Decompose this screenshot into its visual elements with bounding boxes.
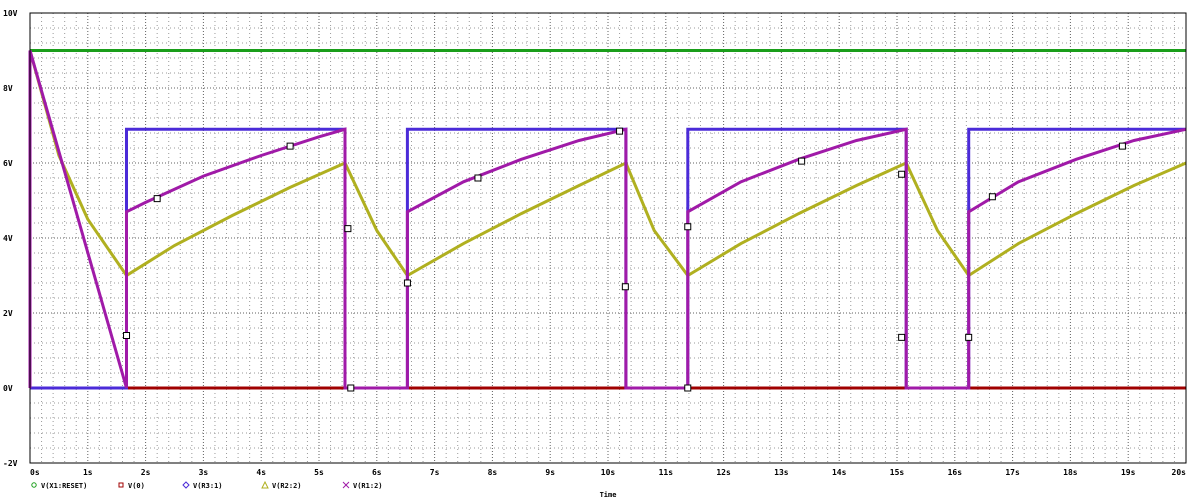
data-point-marker — [347, 384, 355, 392]
data-point-marker — [123, 332, 131, 339]
x-tick-label: 7s — [430, 468, 440, 477]
x-tick-label: 13s — [774, 468, 789, 477]
x-tick-label: 10s — [601, 468, 616, 477]
plot-frame — [29, 12, 1187, 464]
x-axis-label: Time — [600, 491, 617, 499]
data-point-marker — [965, 333, 973, 341]
x-tick-label: 4s — [256, 468, 266, 477]
x-tick-label: 19s — [1121, 468, 1136, 477]
legend: V(X1:RESET) V(0) V(R3:1) V(R2:2) V(R1:2) — [31, 480, 383, 490]
legend-marker-icon — [118, 482, 124, 488]
data-point-marker — [621, 283, 629, 291]
data-point-marker — [898, 170, 906, 178]
x-tick-label: 6s — [372, 468, 382, 477]
data-point-marker — [898, 333, 906, 341]
legend-entry-label: V(0) — [128, 482, 145, 490]
y-tick-label: 2V — [3, 309, 13, 318]
y-tick-label: 6V — [3, 159, 13, 168]
legend-marker-icon — [261, 480, 269, 489]
y-axis-ticks: -2V 0V 2V 4V 6V 8V 10V — [3, 9, 18, 468]
x-axis-ticks: 0s 1s 2s 3s 4s 5s 6s 7s 8s 9s 10s 11s 12s 13s 14s 15s 16… — [30, 468, 1186, 477]
data-point-marker — [286, 142, 294, 150]
legend-marker-icon — [31, 482, 37, 488]
y-tick-label: 8V — [3, 84, 13, 93]
x-tick-label: 8s — [488, 468, 498, 477]
legend-marker-icon — [182, 481, 190, 489]
data-point-marker — [474, 174, 482, 182]
markers-layer — [123, 127, 1126, 392]
legend-entry-label: V(R1:2) — [353, 482, 383, 490]
x-tick-label: 0s — [30, 468, 40, 477]
x-tick-label: 9s — [545, 468, 555, 477]
x-tick-label: 1s — [83, 468, 93, 477]
y-tick-label: 0V — [3, 384, 13, 393]
legend-marker-icon — [342, 481, 350, 489]
y-tick-label: -2V — [3, 459, 18, 468]
legend-entry-label: V(R2:2) — [272, 482, 302, 490]
x-tick-label: 5s — [314, 468, 324, 477]
legend-entry-label: V(R3:1) — [193, 482, 223, 490]
y-tick-label: 4V — [3, 234, 13, 243]
x-tick-label: 17s — [1005, 468, 1020, 477]
x-tick-label: 20s — [1172, 468, 1187, 477]
data-point-marker — [616, 127, 624, 135]
x-tick-label: 11s — [659, 468, 674, 477]
x-tick-label: 18s — [1063, 468, 1078, 477]
data-point-marker — [153, 195, 161, 203]
x-tick-label: 14s — [832, 468, 847, 477]
data-point-marker — [684, 384, 692, 392]
data-point-marker — [988, 193, 996, 201]
x-tick-label: 2s — [141, 468, 151, 477]
data-point-marker — [403, 279, 411, 287]
x-tick-label: 15s — [890, 468, 905, 477]
x-tick-label: 12s — [716, 468, 731, 477]
x-tick-label: 3s — [199, 468, 209, 477]
series-line — [28, 50, 1187, 390]
x-tick-label: 16s — [948, 468, 963, 477]
data-point-marker — [344, 225, 352, 233]
data-point-marker — [684, 223, 692, 231]
series-line — [28, 50, 1187, 278]
y-tick-label: 10V — [3, 9, 18, 18]
series-layer — [28, 49, 1187, 390]
data-point-marker — [1118, 142, 1126, 150]
legend-entry-label: V(X1:RESET) — [41, 482, 87, 490]
data-point-marker — [798, 157, 806, 165]
